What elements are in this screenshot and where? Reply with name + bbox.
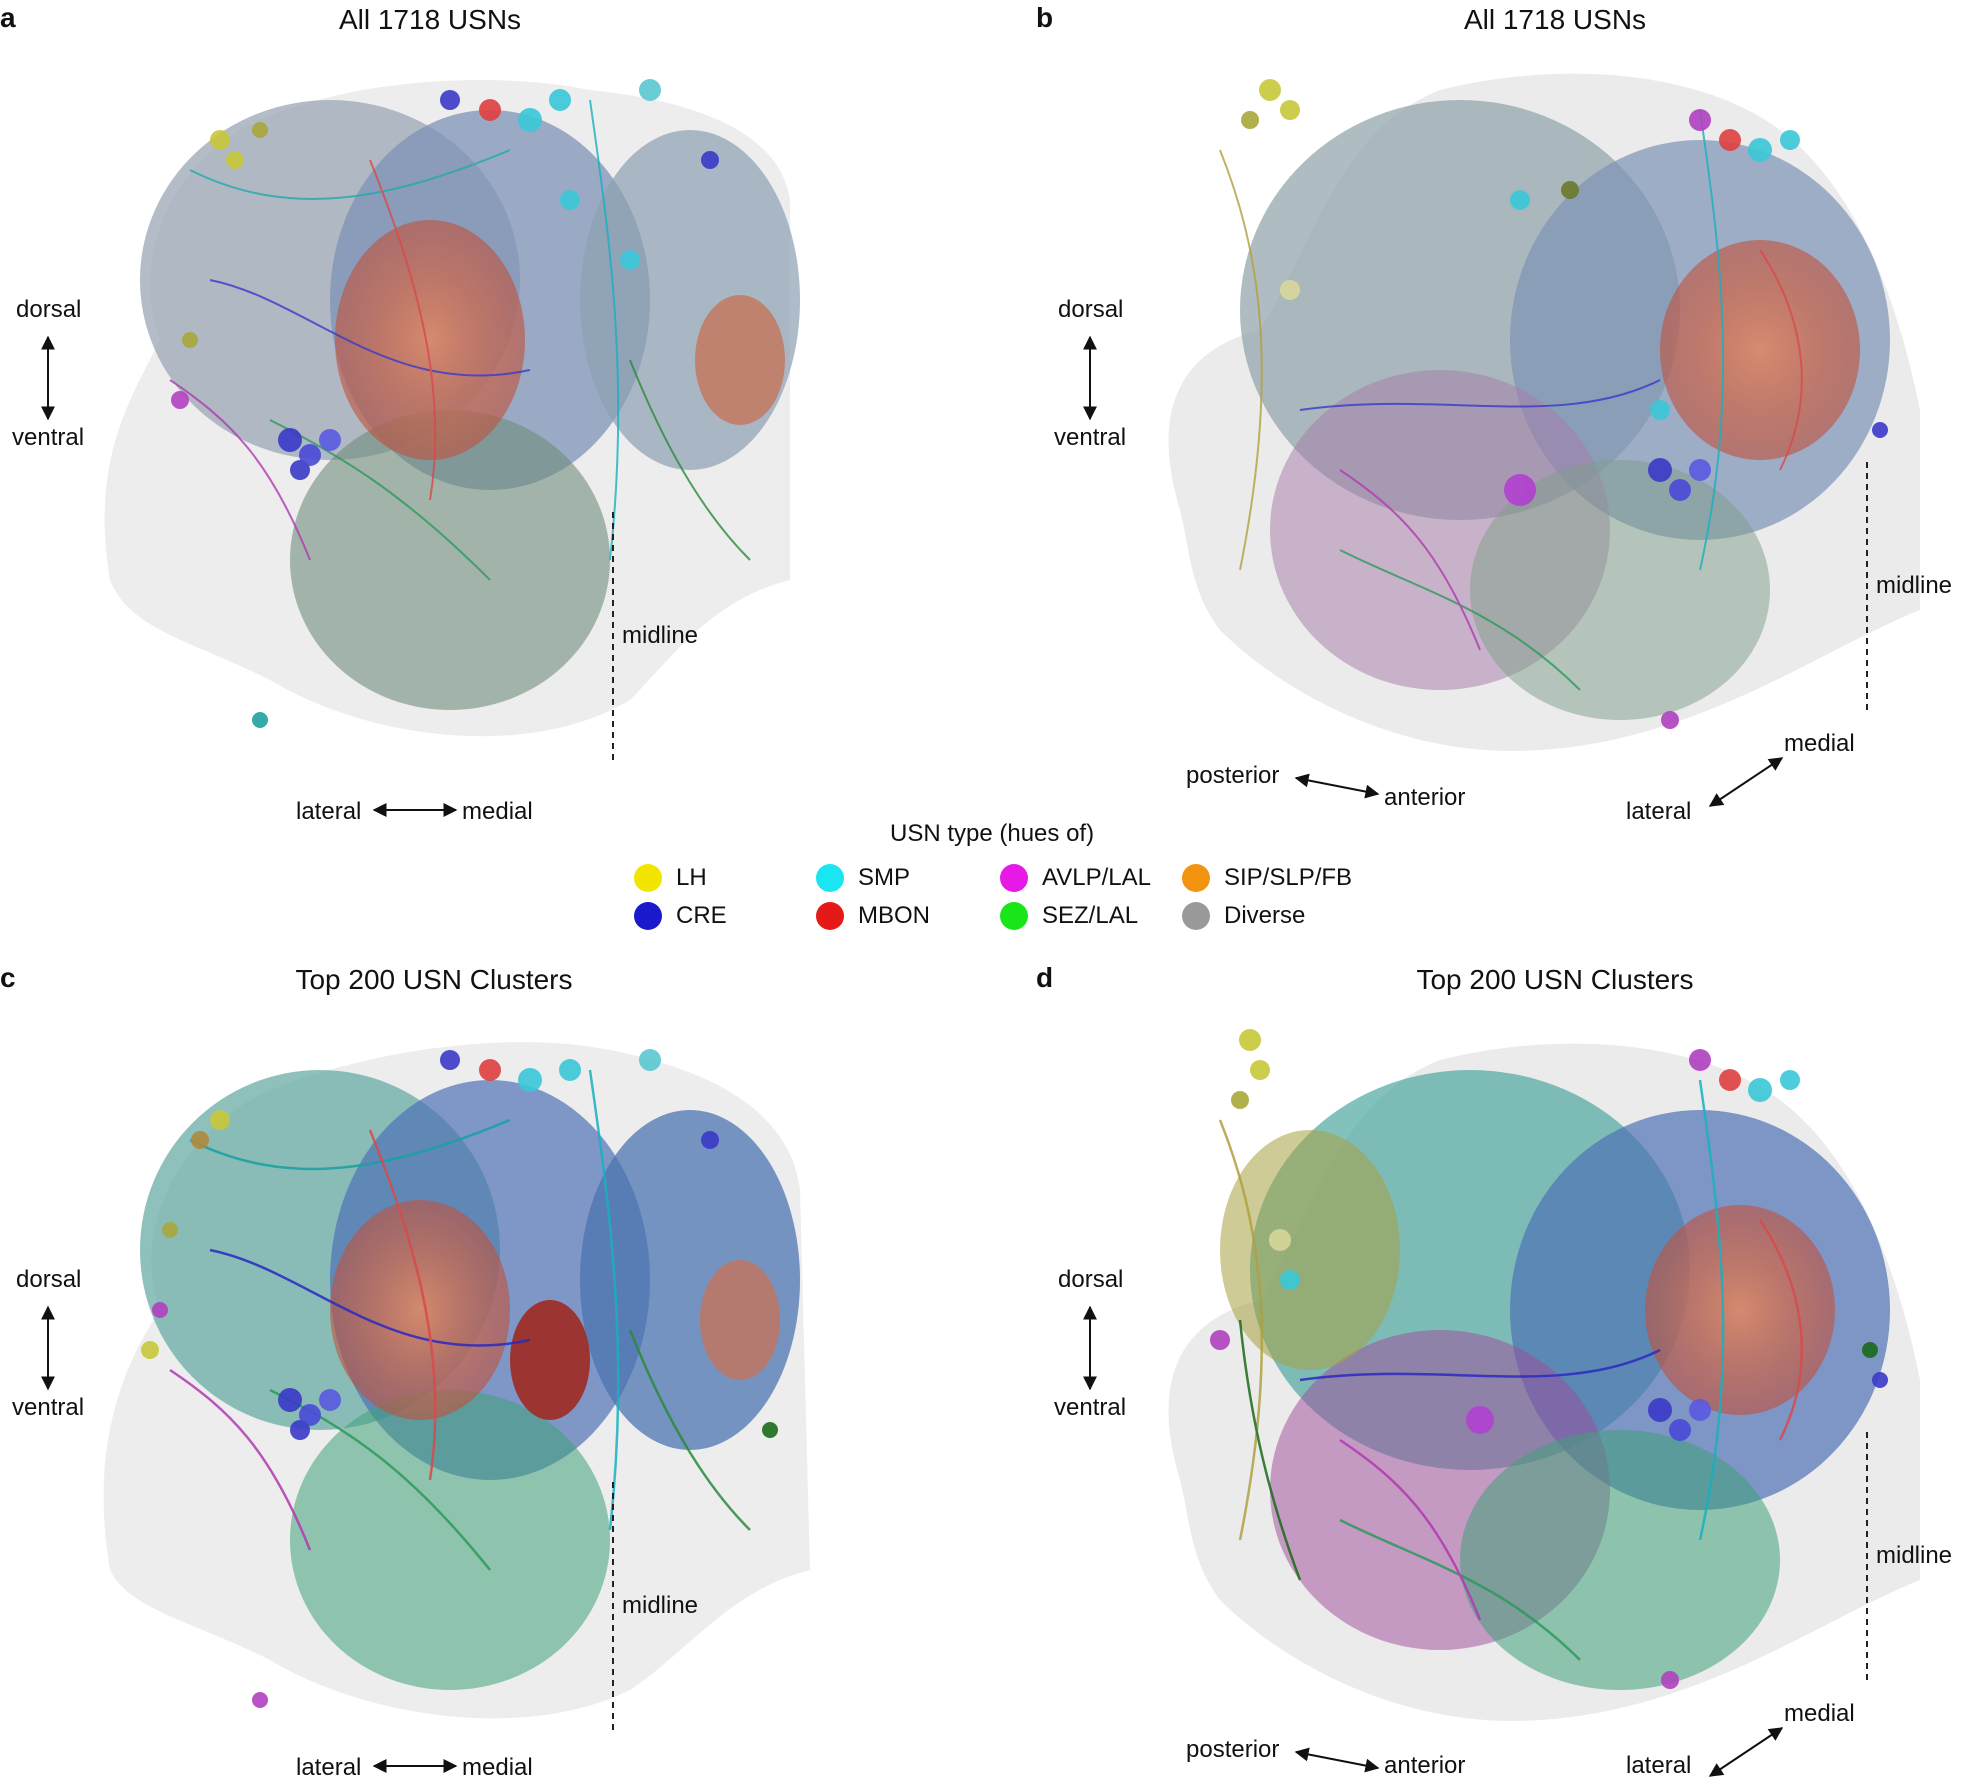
ventral-label-b: ventral [1054,424,1127,451]
panel-letter-c: c [0,962,16,993]
lateral-medial-arrow-a [372,803,458,817]
lateral-label-b: lateral [1626,798,1692,825]
midline-line-a [612,512,614,762]
midline-line-d [1866,1432,1868,1682]
sip-slp-fb-swatch [1182,864,1210,892]
legend-item-smp: SMP [816,864,910,892]
lateral-label-a: lateral [296,798,362,825]
panel-title-b: All 1718 USNs [1463,4,1647,35]
medial-label-a: medial [462,798,533,825]
ventral-label-c: ventral [12,1394,85,1421]
neuron-render-d [1140,1020,1950,1740]
legend-label-sip-slp-fb: SIP/SLP/FB [1224,864,1353,891]
medial-label-c: medial [462,1754,533,1781]
legend-label-sez-lal: SEZ/LAL [1042,902,1139,929]
neuron-render-b [1140,50,1950,770]
dorsal-label-b: dorsal [1058,296,1124,323]
dorsal-label-c: dorsal [16,1266,82,1293]
legend-item-diverse: Diverse [1182,902,1305,930]
cre-swatch [634,902,662,930]
legend-item-cre: CRE [634,902,727,930]
ventral-label-d: ventral [1054,1394,1127,1421]
legend-label-cre: CRE [676,902,727,929]
posterior-label-d: posterior [1186,1736,1280,1763]
lateral-label-d: lateral [1626,1752,1692,1779]
midline-label-b: midline [1876,572,1953,599]
smp-swatch [816,864,844,892]
anterior-label-b: anterior [1384,784,1466,811]
posterior-label-b: posterior [1186,762,1280,789]
legend-item-sez-lal: SEZ/LAL [1000,902,1138,930]
neuron-render-c [70,1010,830,1740]
legend-item-lh: LH [634,864,707,892]
posterior-anterior-arrow-b [1294,773,1380,799]
panel-letter-d: d [1036,962,1054,993]
legend-label-lh: LH [676,864,707,891]
legend-title: USN type (hues of) [890,820,1095,847]
legend-item-mbon: MBON [816,902,930,930]
posterior-anterior-arrow-d [1294,1747,1380,1773]
ventral-label-a: ventral [12,424,85,451]
dorsal-ventral-arrow-b [1083,335,1097,421]
panel-title-a: All 1718 USNs [338,4,522,35]
midline-line-b [1866,462,1868,712]
panel-title-d: Top 200 USN Clusters [1416,964,1694,995]
legend-label-mbon: MBON [858,902,930,929]
diverse-swatch [1182,902,1210,930]
medial-label-d: medial [1784,1700,1855,1727]
lateral-medial-arrow-b [1708,757,1784,807]
lateral-label-c: lateral [296,1754,362,1781]
dorsal-ventral-arrow-a [41,335,55,421]
legend-label-smp: SMP [858,864,911,891]
sez-lal-swatch [1000,902,1028,930]
legend-item-sip-slp-fb: SIP/SLP/FB [1182,864,1352,892]
panel-letter-b: b [1036,2,1054,33]
dorsal-ventral-arrow-d [1083,1305,1097,1391]
dorsal-ventral-arrow-c [41,1305,55,1391]
midline-label-d: midline [1876,1542,1953,1569]
lateral-medial-arrow-d [1708,1727,1784,1777]
legend-label-diverse: Diverse [1224,902,1306,929]
neuron-render-a [70,40,830,760]
avlp-lal-swatch [1000,864,1028,892]
midline-label-a: midline [622,622,699,649]
lh-swatch [634,864,662,892]
medial-label-b: medial [1784,730,1855,757]
dorsal-label-d: dorsal [1058,1266,1124,1293]
midline-label-c: midline [622,1592,699,1619]
legend-item-avlp-lal: AVLP/LAL [1000,864,1151,892]
panel-title-c: Top 200 USN Clusters [295,964,573,995]
legend-label-avlp-lal: AVLP/LAL [1042,864,1151,891]
panel-letter-a: a [0,2,16,33]
lateral-medial-arrow-c [372,1759,458,1773]
midline-line-c [612,1482,614,1732]
mbon-swatch [816,902,844,930]
dorsal-label-a: dorsal [16,296,82,323]
anterior-label-d: anterior [1384,1752,1466,1779]
